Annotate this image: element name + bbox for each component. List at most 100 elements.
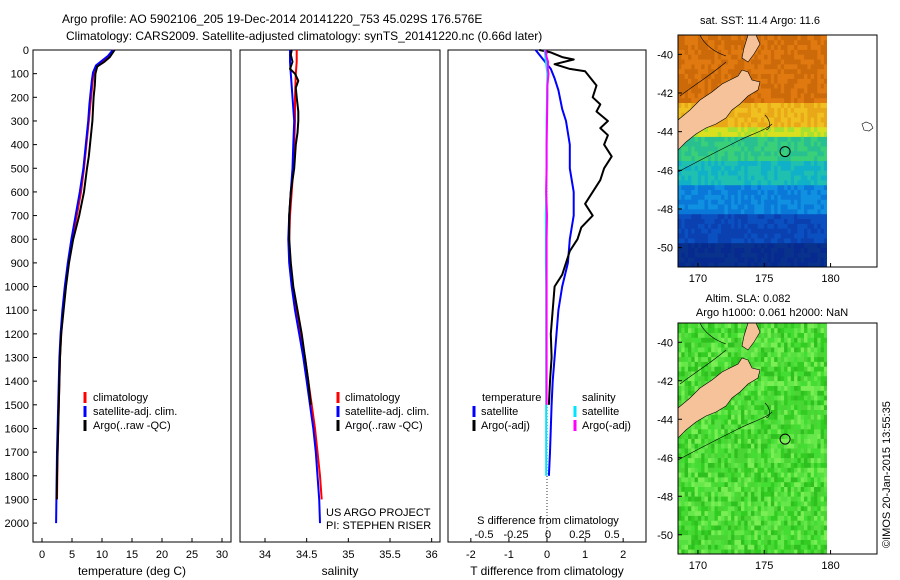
heatmap-cell — [767, 247, 772, 253]
heatmap-cell — [764, 112, 768, 118]
heatmap-cell — [810, 361, 815, 367]
heatmap-cell — [684, 462, 689, 468]
heatmap-cell — [714, 481, 719, 487]
heatmap-cell — [751, 141, 755, 147]
heatmap-cell — [747, 529, 752, 536]
heatmap-cell — [770, 351, 775, 358]
heatmap-cell — [684, 505, 689, 512]
heatmap-cell — [681, 64, 685, 70]
heatmap-cell — [688, 332, 692, 338]
heatmap-cell — [681, 242, 685, 248]
heatmap-cell — [717, 477, 722, 483]
heatmap-cell — [678, 438, 682, 444]
heatmap-cell — [724, 467, 729, 473]
heatmap-cell — [760, 404, 765, 410]
legend-label-sal-satellite: satellite — [582, 406, 619, 418]
heatmap-cell — [823, 218, 827, 224]
heatmap-cell — [724, 44, 729, 50]
heatmap-cell — [820, 165, 825, 171]
heatmap-cell — [684, 238, 689, 244]
heatmap-cell — [741, 520, 745, 526]
heatmap-cell — [764, 68, 768, 74]
heatmap-cell — [800, 194, 805, 200]
heatmap-cell — [688, 549, 692, 554]
heatmap-cell — [767, 54, 772, 60]
heatmap-cell — [790, 97, 795, 103]
heatmap-cell — [767, 35, 772, 41]
heatmap-cell — [727, 194, 732, 200]
heatmap-cell — [804, 151, 808, 157]
heatmap-cell — [777, 59, 782, 65]
heatmap-cell — [701, 49, 705, 55]
heatmap-cell — [688, 347, 692, 353]
heatmap-cell — [804, 189, 808, 195]
heatmap-cell — [807, 141, 812, 147]
heatmap-cell — [823, 337, 827, 343]
heatmap-cell — [790, 136, 795, 142]
heatmap-cell — [810, 395, 815, 401]
heatmap-cell — [751, 238, 755, 244]
heatmap-cell — [754, 209, 758, 215]
heatmap-cell — [790, 356, 795, 362]
heatmap-cell — [684, 44, 689, 50]
heatmap-cell — [810, 404, 815, 410]
heatmap-cell — [800, 361, 805, 367]
heatmap-cell — [757, 54, 762, 60]
temperature-x-axis: 0 5 10 15 20 25 30 — [39, 538, 228, 561]
heatmap-cell — [721, 131, 725, 137]
heatmap-cell — [810, 117, 815, 123]
heatmap-cell — [800, 491, 805, 497]
heatmap-cell — [814, 107, 818, 113]
heatmap-cell — [747, 102, 752, 108]
heatmap-cell — [697, 228, 702, 234]
heatmap-cell — [777, 78, 782, 84]
heatmap-cell — [751, 209, 755, 215]
heatmap-cell — [764, 481, 768, 487]
heatmap-cell — [820, 64, 825, 70]
heatmap-cell — [684, 213, 689, 219]
heatmap-cell — [747, 175, 752, 181]
x-tick-label: 36 — [426, 549, 438, 561]
heatmap-cell — [688, 515, 692, 521]
heatmap-cell — [734, 131, 739, 137]
legend-label-temp-argo: Argo(-adj) — [481, 420, 530, 432]
heatmap-cell — [721, 257, 725, 263]
heatmap-cell — [678, 366, 682, 372]
heatmap-cell — [807, 204, 812, 210]
heatmap-cell — [694, 520, 699, 526]
heatmap-cell — [681, 165, 685, 171]
heatmap-cell — [707, 337, 712, 343]
heatmap-cell — [757, 366, 762, 372]
heatmap-cell — [744, 247, 748, 253]
heatmap-cell — [724, 175, 729, 181]
heatmap-cell — [760, 366, 765, 372]
heatmap-cell — [770, 39, 775, 45]
heatmap-cell — [797, 486, 802, 492]
heatmap-cell — [797, 204, 802, 210]
heatmap-cell — [727, 505, 732, 512]
heatmap-cell — [823, 102, 827, 108]
heatmap-cell — [717, 356, 722, 362]
heatmap-cell — [757, 262, 762, 267]
heatmap-cell — [724, 452, 729, 459]
heatmap-cell — [694, 457, 699, 463]
heatmap-cell — [784, 160, 788, 166]
heatmap-cell — [754, 238, 758, 244]
heatmap-cell — [777, 122, 782, 128]
heatmap-cell — [764, 204, 768, 210]
heatmap-cell — [797, 448, 802, 454]
heatmap-cell — [767, 361, 772, 367]
heatmap-cell — [704, 218, 709, 224]
heatmap-cell — [767, 438, 772, 444]
heatmap-cell — [754, 160, 758, 166]
heatmap-cell — [814, 375, 818, 382]
heatmap-cell — [770, 223, 775, 229]
heatmap-cell — [701, 351, 705, 358]
heatmap-cell — [741, 486, 745, 492]
heatmap-cell — [823, 467, 827, 473]
heatmap-cell — [797, 233, 802, 239]
heatmap-cell — [794, 64, 798, 70]
heatmap-cell — [751, 428, 755, 435]
heatmap-cell — [807, 351, 812, 358]
heatmap-cell — [800, 395, 805, 401]
